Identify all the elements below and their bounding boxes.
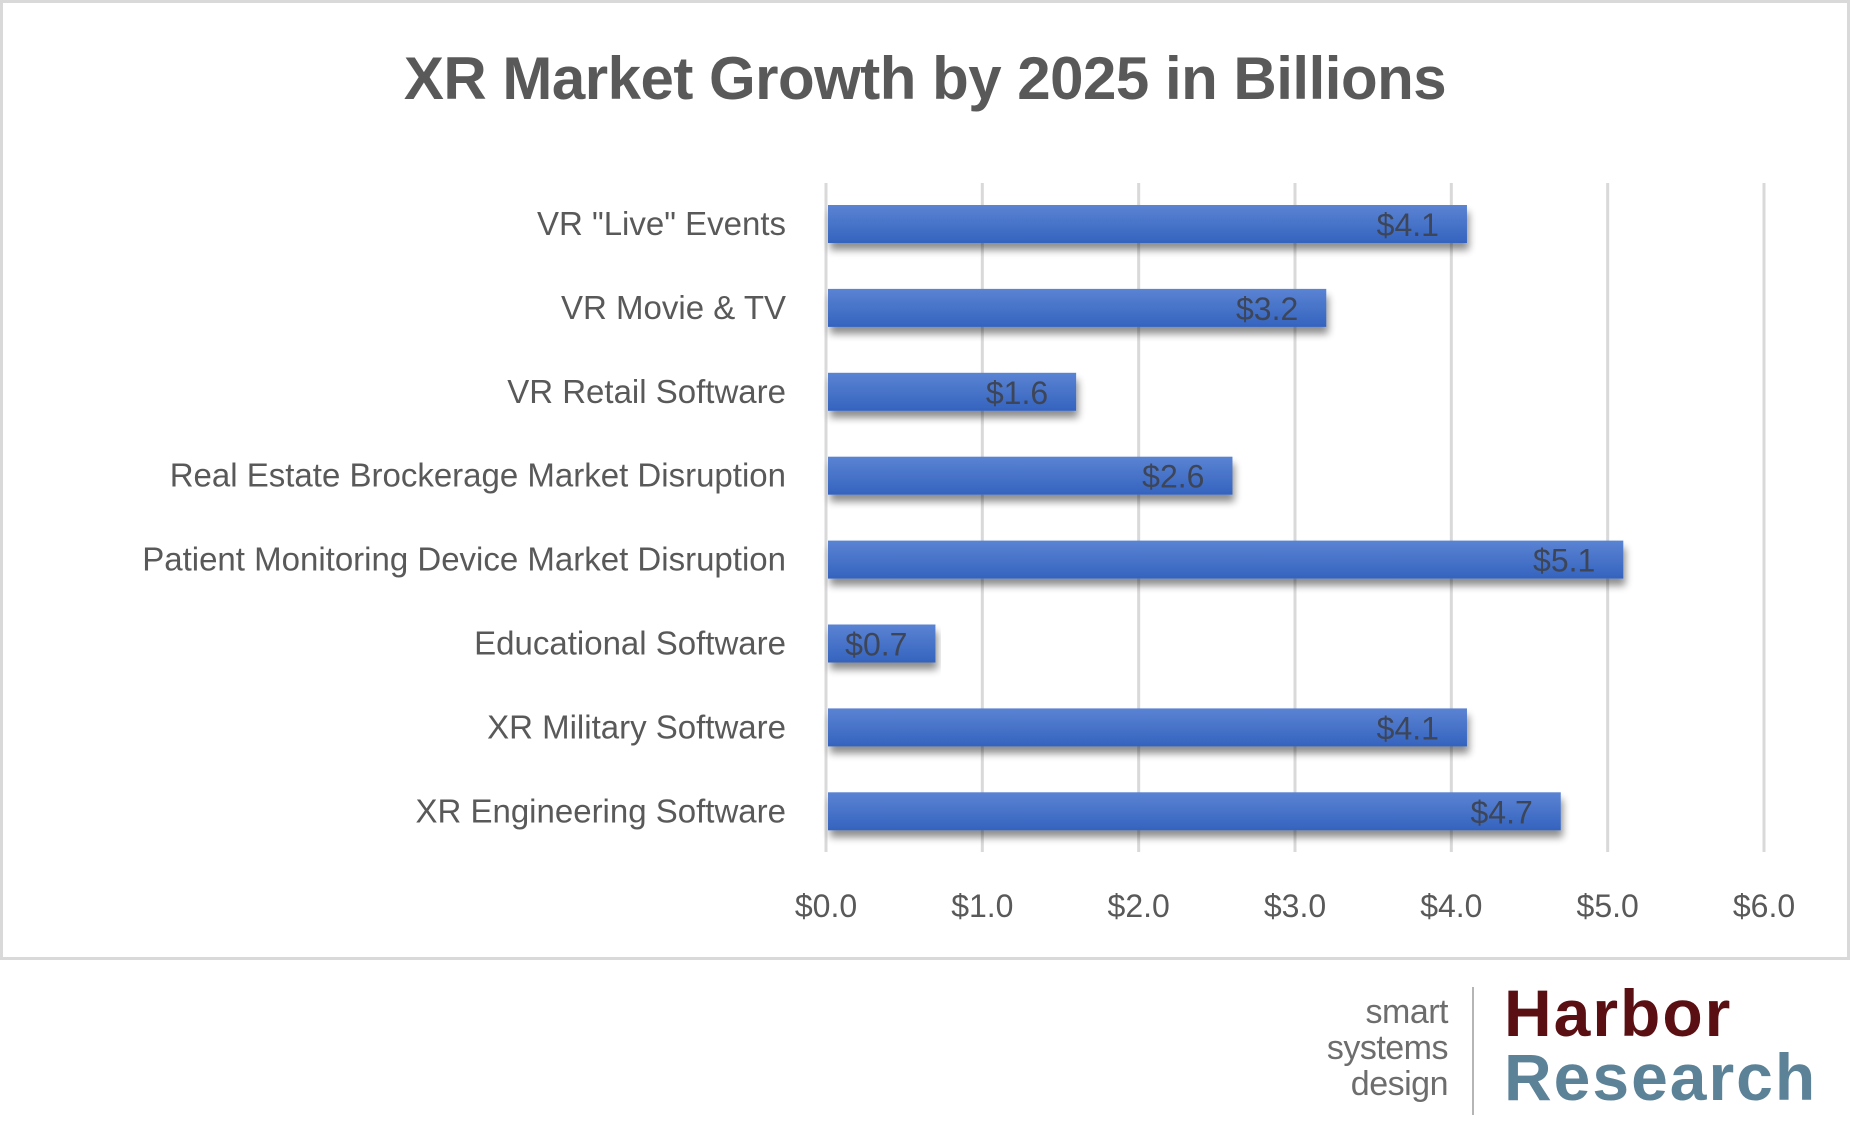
logo-brand-harbor: Harbor: [1504, 976, 1733, 1050]
category-label: Educational Software: [474, 625, 786, 662]
bar: [828, 540, 1624, 579]
category-label: VR Retail Software: [507, 373, 786, 410]
chart-title: XR Market Growth by 2025 in Billions: [403, 45, 1447, 112]
x-tick-label: $2.0: [1108, 888, 1170, 924]
x-tick-label: $4.0: [1420, 888, 1482, 924]
category-label: Real Estate Brockerage Market Disruption: [170, 457, 786, 494]
logo-tagline-line: systems: [1326, 1029, 1449, 1067]
category-labels: VR "Live" Events VR Movie & TV VR Retail S…: [142, 205, 786, 829]
data-label: $5.1: [1533, 543, 1595, 579]
x-tick-label: $5.0: [1577, 888, 1639, 924]
bar: [828, 288, 1327, 327]
data-label: $4.1: [1377, 207, 1439, 243]
x-tick-label: $6.0: [1733, 888, 1795, 924]
logo-brand-research: Research: [1504, 1040, 1818, 1114]
bar: [828, 624, 936, 663]
harbor-research-logo: smart systems design Harbor Research: [1290, 977, 1815, 1120]
category-label: VR Movie & TV: [561, 289, 786, 326]
gridlines: [824, 183, 1766, 852]
bar: [828, 205, 1467, 243]
category-label: Patient Monitoring Device Market Disrupt…: [142, 541, 786, 578]
bar: [828, 456, 1233, 495]
category-label: VR "Live" Events: [537, 205, 786, 242]
data-label: $3.2: [1236, 291, 1298, 327]
category-label: XR Military Software: [487, 708, 786, 745]
bar: [828, 792, 1561, 831]
data-label: $0.7: [845, 627, 907, 663]
bars: $4.1 $3.2 $1.6 $2.6 $5.1 $0.7 $4.1 $4.7: [828, 205, 1624, 831]
category-label: XR Engineering Software: [415, 792, 786, 829]
logo-divider: [1472, 987, 1474, 1115]
data-label: $2.6: [1142, 459, 1204, 495]
logo-tagline-line: smart: [1365, 993, 1449, 1031]
x-axis-tick-labels: $0.0 $1.0 $2.0 $3.0 $4.0 $5.0 $6.0: [795, 888, 1795, 924]
bar-chart: $4.1 $3.2 $1.6 $2.6 $5.1 $0.7 $4.1 $4.7 VR "Liv…: [142, 183, 1795, 924]
data-label: $4.7: [1470, 794, 1532, 830]
bar: [828, 708, 1467, 747]
logo-tagline: smart systems design: [1290, 995, 1449, 1115]
x-tick-label: $0.0: [795, 888, 857, 924]
bar: [828, 372, 1077, 411]
logo-tagline-line: design: [1350, 1065, 1449, 1103]
data-label: $1.6: [986, 375, 1048, 411]
x-tick-label: $3.0: [1264, 888, 1326, 924]
x-tick-label: $1.0: [951, 888, 1013, 924]
data-label: $4.1: [1377, 710, 1439, 746]
